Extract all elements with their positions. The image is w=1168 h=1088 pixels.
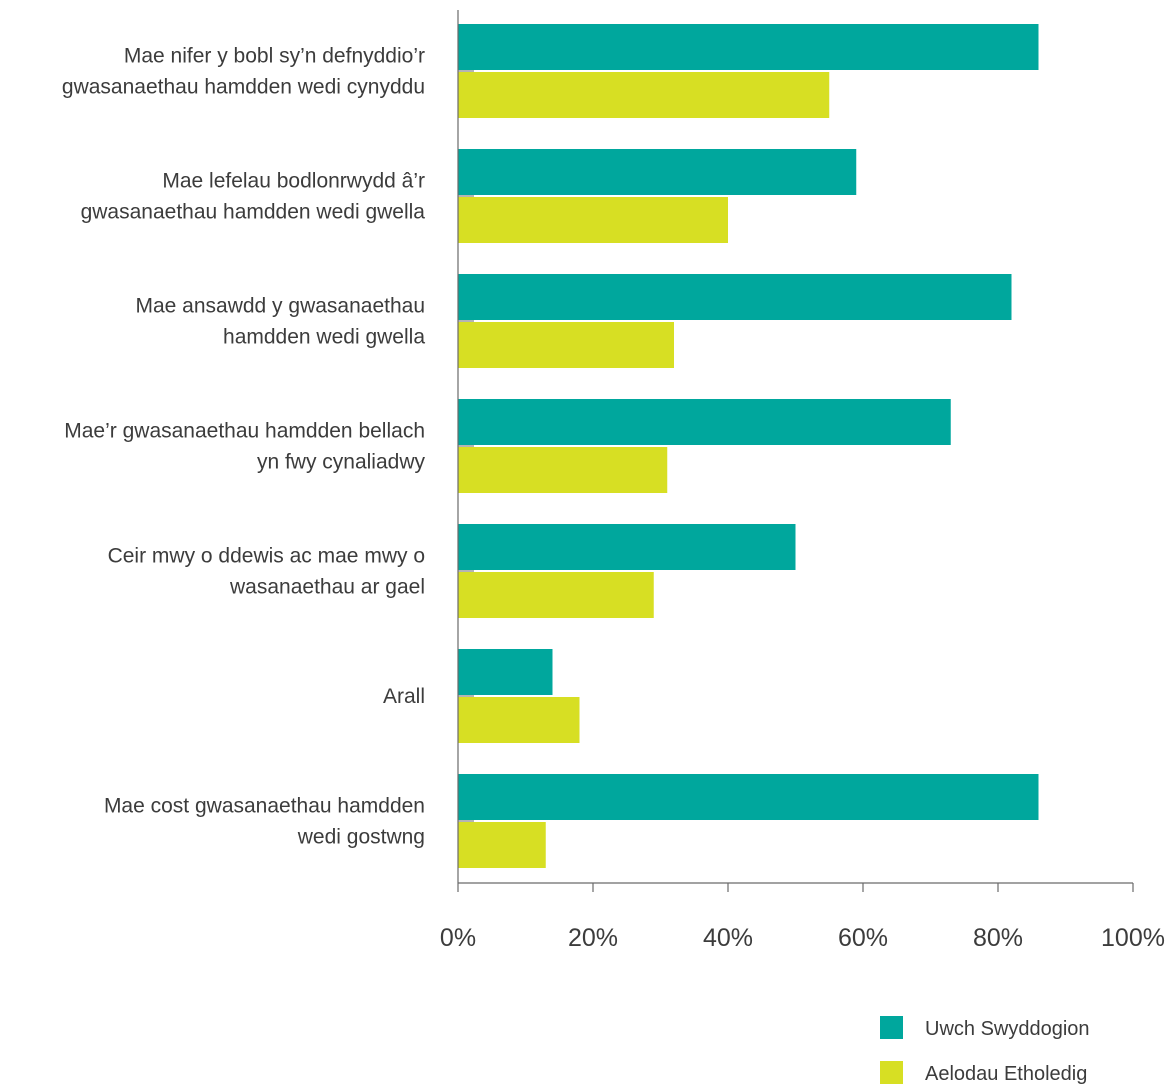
bar-series2-2 — [458, 322, 674, 368]
category-label: Mae ansawdd y gwasanaethau — [135, 295, 425, 318]
category-label: gwasanaethau hamdden wedi cynyddu — [62, 76, 425, 99]
category-label: Mae cost gwasanaethau hamdden — [104, 795, 425, 818]
bar-series2-4 — [458, 572, 654, 618]
bar-series1-0 — [458, 24, 1039, 70]
category-label: Mae lefelau bodlonrwydd â’r — [162, 170, 425, 193]
bar-series2-3 — [458, 447, 667, 493]
bar-series2-1 — [458, 197, 728, 243]
bar-series1-6 — [458, 774, 1039, 820]
category-label: wedi gostwng — [297, 826, 425, 849]
bar-series2-5 — [458, 697, 580, 743]
bar-series1-1 — [458, 149, 856, 195]
bar-series1-4 — [458, 524, 796, 570]
bar-series1-3 — [458, 399, 951, 445]
x-tick-label: 60% — [838, 924, 888, 952]
x-tick-label: 80% — [973, 924, 1023, 952]
category-label: Mae’r gwasanaethau hamdden bellach — [64, 420, 425, 443]
category-label: gwasanaethau hamdden wedi gwella — [81, 201, 426, 224]
category-label: Arall — [383, 685, 425, 708]
legend-swatch-2 — [880, 1061, 903, 1084]
category-label: Mae nifer y bobl sy’n defnyddio’r — [124, 45, 425, 68]
legend-swatch-1 — [880, 1016, 903, 1039]
legend-label-2: Aelodau Etholedig — [925, 1063, 1087, 1085]
x-tick-label: 0% — [440, 924, 476, 952]
category-label: yn fwy cynaliadwy — [257, 451, 426, 474]
x-tick-label: 40% — [703, 924, 753, 952]
legend-label-1: Uwch Swyddogion — [925, 1018, 1090, 1040]
bar-series2-0 — [458, 72, 829, 118]
x-tick-label: 20% — [568, 924, 618, 952]
bar-series1-5 — [458, 649, 553, 695]
category-label: wasanaethau ar gael — [229, 576, 425, 599]
category-label: hamdden wedi gwella — [223, 326, 425, 349]
bar-series1-2 — [458, 274, 1012, 320]
bar-series2-6 — [458, 822, 546, 868]
x-tick-label: 100% — [1101, 924, 1165, 952]
category-label: Ceir mwy o ddewis ac mae mwy o — [108, 545, 425, 568]
